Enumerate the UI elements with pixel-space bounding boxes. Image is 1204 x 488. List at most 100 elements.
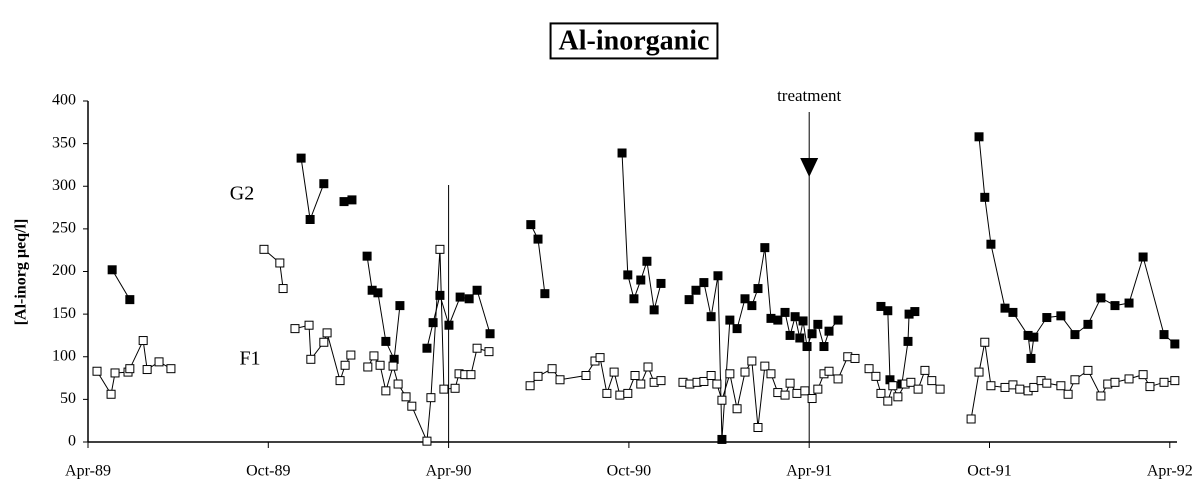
marker xyxy=(1083,319,1093,329)
marker xyxy=(290,324,300,334)
marker xyxy=(691,285,701,295)
marker xyxy=(785,378,795,388)
marker xyxy=(747,301,757,311)
marker xyxy=(142,365,152,375)
marker xyxy=(798,316,808,326)
marker xyxy=(740,367,750,377)
marker xyxy=(833,374,843,384)
marker xyxy=(125,295,135,305)
y-tick-label: 400 xyxy=(52,92,76,109)
marker xyxy=(304,320,314,330)
marker xyxy=(813,384,823,394)
marker xyxy=(1042,378,1052,388)
chart-title: Al-inorganic xyxy=(559,25,710,56)
marker xyxy=(533,371,543,381)
marker xyxy=(1000,382,1010,392)
marker xyxy=(980,337,990,347)
marker xyxy=(339,197,349,207)
marker xyxy=(800,386,810,396)
marker xyxy=(753,284,763,294)
marker xyxy=(306,354,316,364)
marker xyxy=(1029,382,1039,392)
marker xyxy=(824,326,834,336)
marker xyxy=(439,384,449,394)
marker xyxy=(1138,370,1148,380)
marker xyxy=(780,307,790,317)
marker xyxy=(717,434,727,444)
marker xyxy=(106,389,116,399)
marker xyxy=(833,315,843,325)
marker xyxy=(888,381,898,391)
y-tick-label: 350 xyxy=(52,134,76,151)
marker xyxy=(656,278,666,288)
marker xyxy=(766,369,776,379)
marker xyxy=(785,330,795,340)
marker xyxy=(1170,376,1180,386)
marker xyxy=(649,305,659,315)
marker xyxy=(107,265,117,275)
marker xyxy=(629,294,639,304)
marker xyxy=(375,360,385,370)
series-line xyxy=(263,248,284,289)
marker xyxy=(753,423,763,433)
marker xyxy=(740,294,750,304)
marker xyxy=(609,367,619,377)
marker xyxy=(760,361,770,371)
marker xyxy=(426,393,436,403)
marker xyxy=(906,377,916,387)
y-tick-label: 200 xyxy=(52,262,76,279)
marker xyxy=(986,381,996,391)
marker xyxy=(407,401,417,411)
marker xyxy=(450,383,460,393)
marker xyxy=(435,244,445,254)
marker xyxy=(362,251,372,261)
marker xyxy=(533,234,543,244)
marker xyxy=(699,376,709,386)
marker xyxy=(278,284,288,294)
marker xyxy=(319,179,329,189)
marker xyxy=(1124,298,1134,308)
marker xyxy=(393,379,403,389)
marker xyxy=(1070,375,1080,385)
series-line xyxy=(978,136,1176,359)
marker xyxy=(296,153,306,163)
marker xyxy=(259,244,269,254)
marker xyxy=(813,319,823,329)
marker xyxy=(581,371,591,381)
marker xyxy=(435,290,445,300)
series-line xyxy=(300,158,325,222)
marker xyxy=(428,318,438,328)
marker xyxy=(802,342,812,352)
marker xyxy=(760,243,770,253)
marker xyxy=(780,390,790,400)
marker xyxy=(864,364,874,374)
marker xyxy=(893,392,903,402)
series-line xyxy=(529,356,662,396)
marker xyxy=(444,320,454,330)
marker xyxy=(319,337,329,347)
marker xyxy=(725,315,735,325)
marker xyxy=(706,312,716,322)
marker xyxy=(154,357,164,367)
marker xyxy=(1008,307,1018,317)
marker xyxy=(795,333,805,343)
marker xyxy=(1000,303,1010,313)
marker xyxy=(1124,374,1134,384)
marker xyxy=(526,220,536,230)
marker xyxy=(850,353,860,363)
marker xyxy=(732,324,742,334)
marker xyxy=(1159,377,1169,387)
marker xyxy=(974,132,984,142)
y-tick-label: 250 xyxy=(52,220,76,237)
marker xyxy=(883,306,893,316)
marker xyxy=(466,370,476,380)
marker xyxy=(555,375,565,385)
marker xyxy=(381,336,391,346)
marker xyxy=(966,414,976,424)
series-label: G2 xyxy=(230,183,254,205)
marker xyxy=(138,336,148,346)
y-tick-label: 100 xyxy=(52,347,76,364)
y-tick-label: 150 xyxy=(52,305,76,322)
marker xyxy=(623,388,633,398)
y-tick-label: 300 xyxy=(52,177,76,194)
